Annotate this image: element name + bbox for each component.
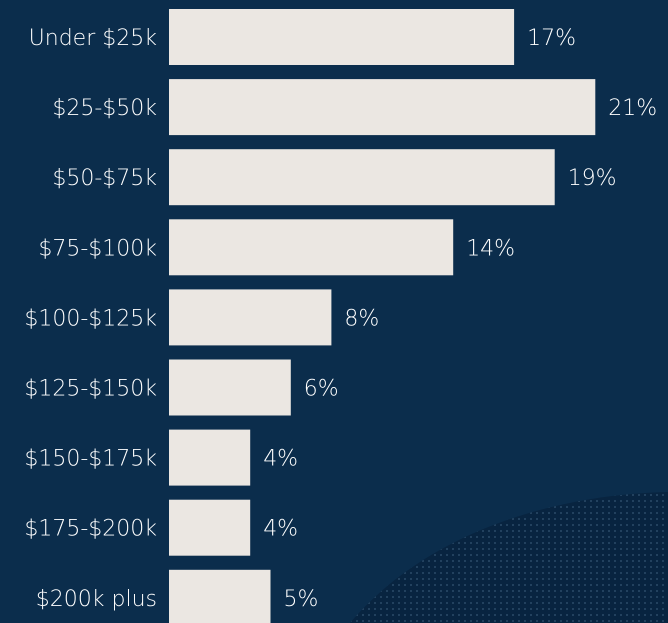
value-label: 6%: [304, 377, 339, 402]
value-label: 14%: [466, 236, 515, 261]
category-label: $50-$75k: [52, 166, 157, 191]
value-label: 8%: [344, 306, 379, 331]
bar: [169, 360, 291, 416]
category-label: $175-$200k: [24, 517, 157, 542]
category-label: Under $25k: [29, 26, 158, 51]
bar: [169, 9, 514, 65]
category-label: $75-$100k: [38, 236, 157, 261]
bar: [169, 149, 555, 205]
value-label: 19%: [568, 166, 617, 191]
value-label: 17%: [527, 26, 576, 51]
bar: [169, 500, 250, 556]
bar: [169, 79, 595, 135]
category-label: $25-$50k: [52, 96, 157, 121]
bar: [169, 289, 331, 345]
category-label: $100-$125k: [24, 306, 157, 331]
category-label: $200k plus: [36, 587, 157, 612]
value-label: 5%: [284, 587, 319, 612]
value-label: 21%: [608, 96, 657, 121]
bar: [169, 219, 453, 275]
category-label: $150-$175k: [24, 447, 157, 472]
value-label: 4%: [263, 517, 298, 542]
value-label: 4%: [263, 447, 298, 472]
chart: Under $25k 17% $25-$50k 21% $50-$75k 19% $75-$…: [0, 0, 668, 623]
category-label: $125-$150k: [24, 377, 157, 402]
page: Under $25k 17% $25-$50k 21% $50-$75k 19% $75-$…: [0, 0, 668, 623]
bar: [169, 430, 250, 486]
bar: [169, 570, 271, 623]
